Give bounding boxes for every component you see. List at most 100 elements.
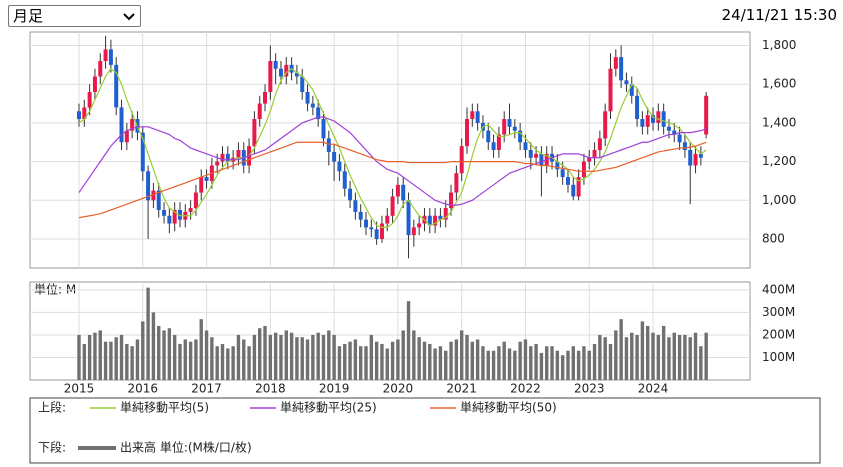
x-tick-label: 2019: [319, 382, 350, 396]
volume-bar: [646, 325, 650, 380]
y-tick-label: 1,400: [762, 115, 796, 129]
candle-body: [459, 146, 464, 174]
candle-body: [98, 61, 103, 77]
y-tick-label: 1,200: [762, 154, 796, 168]
volume-bar: [327, 330, 331, 380]
volume-bar: [624, 337, 629, 380]
volume-bar: [614, 330, 618, 380]
volume-bar: [343, 343, 347, 380]
candle-body: [241, 150, 246, 166]
candle-body: [464, 119, 469, 147]
candle-body: [571, 184, 576, 197]
volume-bar: [688, 337, 692, 380]
volume-bar: [162, 330, 166, 380]
x-tick-label: 2023: [574, 382, 605, 396]
volume-bar: [358, 346, 363, 380]
volume-bar: [486, 350, 490, 380]
volume-bar: [178, 343, 182, 380]
candle-body: [358, 211, 363, 220]
volume-bar: [587, 350, 591, 380]
volume-bar: [539, 352, 544, 380]
period-select-text: 月足: [13, 7, 44, 25]
candle-body: [486, 130, 491, 143]
volume-bar: [380, 343, 384, 380]
volume-bar: [513, 350, 517, 380]
candle-body: [507, 119, 512, 127]
volume-bar: [289, 332, 294, 380]
volume-bar: [109, 341, 113, 380]
candle-body: [188, 208, 193, 212]
candle-body: [624, 80, 629, 85]
legend-label: 単純移動平均(50): [460, 401, 557, 415]
candle-body: [688, 150, 693, 166]
candle-body: [103, 49, 108, 62]
volume-bar: [576, 350, 581, 380]
candle-body: [693, 153, 698, 166]
x-tick-label: 2016: [128, 382, 159, 396]
volume-panel: [29, 281, 751, 381]
volume-bar: [77, 334, 81, 380]
candle-body: [512, 126, 517, 131]
candle-body: [672, 130, 677, 135]
candle-body: [608, 68, 613, 112]
volume-bar: [321, 334, 326, 380]
period-select[interactable]: 月足: [8, 5, 141, 27]
candle-body: [114, 64, 119, 108]
candle-body: [183, 211, 188, 220]
y-tick-label: 1,600: [762, 77, 796, 91]
volume-bar: [555, 350, 560, 380]
volume-bar: [236, 334, 241, 380]
candle-body: [385, 215, 390, 224]
volume-bar: [699, 346, 703, 380]
y-tick-label: 1,800: [762, 38, 796, 52]
candle-body: [401, 184, 406, 201]
candle-body: [348, 188, 353, 201]
candle-body: [300, 76, 305, 92]
volume-bar: [433, 348, 437, 380]
candle-body: [268, 61, 273, 92]
volume-bar: [444, 350, 448, 380]
x-tick-label: 2018: [255, 382, 286, 396]
volume-bar: [592, 343, 597, 380]
volume-bar: [135, 339, 140, 380]
candle-body: [438, 215, 443, 220]
volume-bar: [353, 339, 358, 380]
volume-bar: [125, 343, 129, 380]
volume-bar: [364, 346, 368, 380]
candle-body: [449, 192, 454, 209]
candle-body: [379, 223, 384, 239]
y-tick-label: 400M: [762, 282, 795, 296]
volume-bar: [114, 337, 118, 380]
candle-body: [231, 157, 236, 162]
volume-bar: [284, 330, 288, 380]
candle-body: [613, 57, 618, 69]
volume-bar: [348, 341, 352, 380]
candle-body: [597, 138, 602, 150]
volume-bar: [98, 330, 102, 380]
candle-body: [698, 153, 703, 158]
volume-bar: [497, 346, 501, 380]
volume-bar: [635, 334, 639, 380]
volume-bar: [311, 334, 315, 380]
legend-box: [29, 397, 821, 464]
volume-bar: [263, 325, 267, 380]
timestamp: 24/11/21 15:30: [721, 6, 837, 24]
candle-body: [502, 119, 507, 135]
volume-bar: [672, 332, 676, 380]
candle-body: [135, 119, 140, 133]
volume-bar: [316, 332, 320, 380]
volume-bar: [268, 334, 273, 380]
x-tick-label: 2021: [446, 382, 477, 396]
volume-bar: [146, 287, 150, 380]
y-tick-label: 200M: [762, 327, 795, 341]
legend-lower-label: 下段:: [38, 440, 66, 455]
volume-bar: [470, 341, 475, 380]
candle-body: [544, 153, 549, 166]
candle-body: [252, 119, 257, 147]
candle-body: [321, 119, 326, 139]
volume-bar: [172, 334, 177, 380]
y-tick-label: 100M: [762, 350, 795, 364]
candle-body: [77, 111, 81, 120]
volume-bar: [82, 343, 87, 380]
volume-bar: [667, 337, 671, 380]
